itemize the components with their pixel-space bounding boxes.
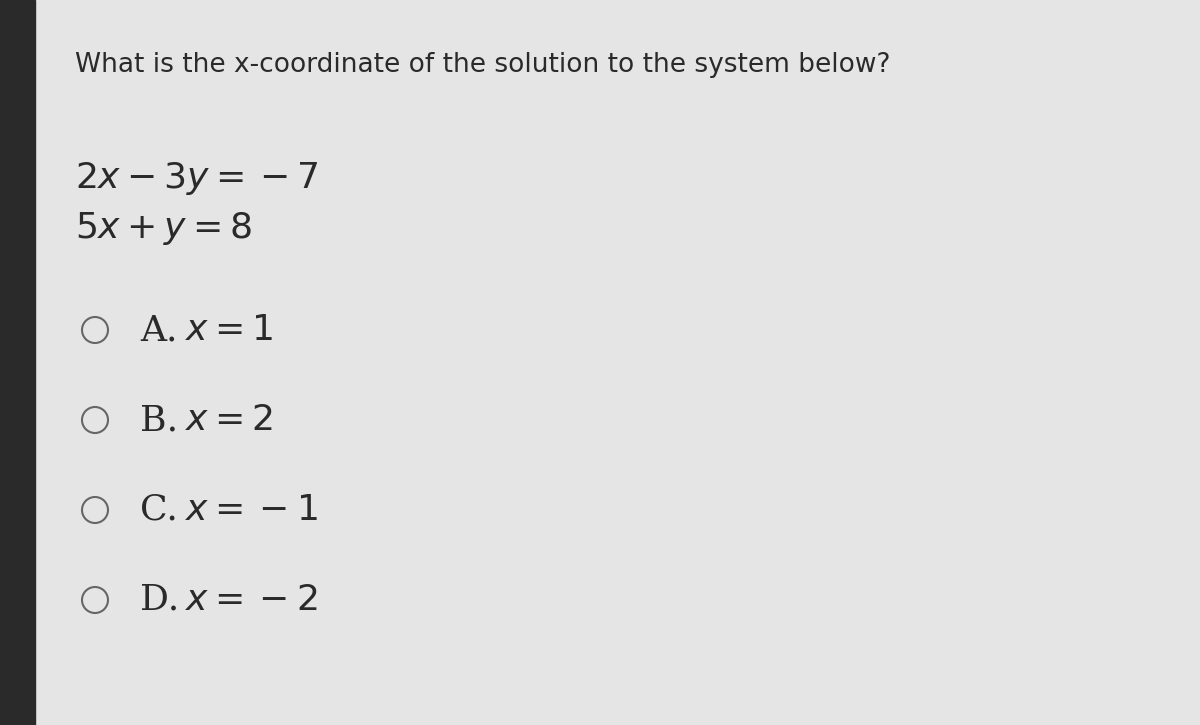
Bar <box>0 0 35 725</box>
Text: $5x + y = 8$: $5x + y = 8$ <box>74 210 252 247</box>
Text: $2x - 3y = -7$: $2x - 3y = -7$ <box>74 160 319 197</box>
Text: D.: D. <box>140 583 179 617</box>
Text: B.: B. <box>140 403 178 437</box>
Circle shape <box>82 497 108 523</box>
Text: $x = -1$: $x = -1$ <box>185 493 318 527</box>
Circle shape <box>82 587 108 613</box>
Text: $x = -2$: $x = -2$ <box>185 583 317 617</box>
Text: $x = 1$: $x = 1$ <box>185 313 274 347</box>
Text: A.: A. <box>140 313 178 347</box>
Circle shape <box>82 317 108 343</box>
Text: What is the x-coordinate of the solution to the system below?: What is the x-coordinate of the solution… <box>74 52 890 78</box>
Circle shape <box>82 407 108 433</box>
Text: C.: C. <box>140 493 178 527</box>
Text: $x = 2$: $x = 2$ <box>185 403 274 437</box>
